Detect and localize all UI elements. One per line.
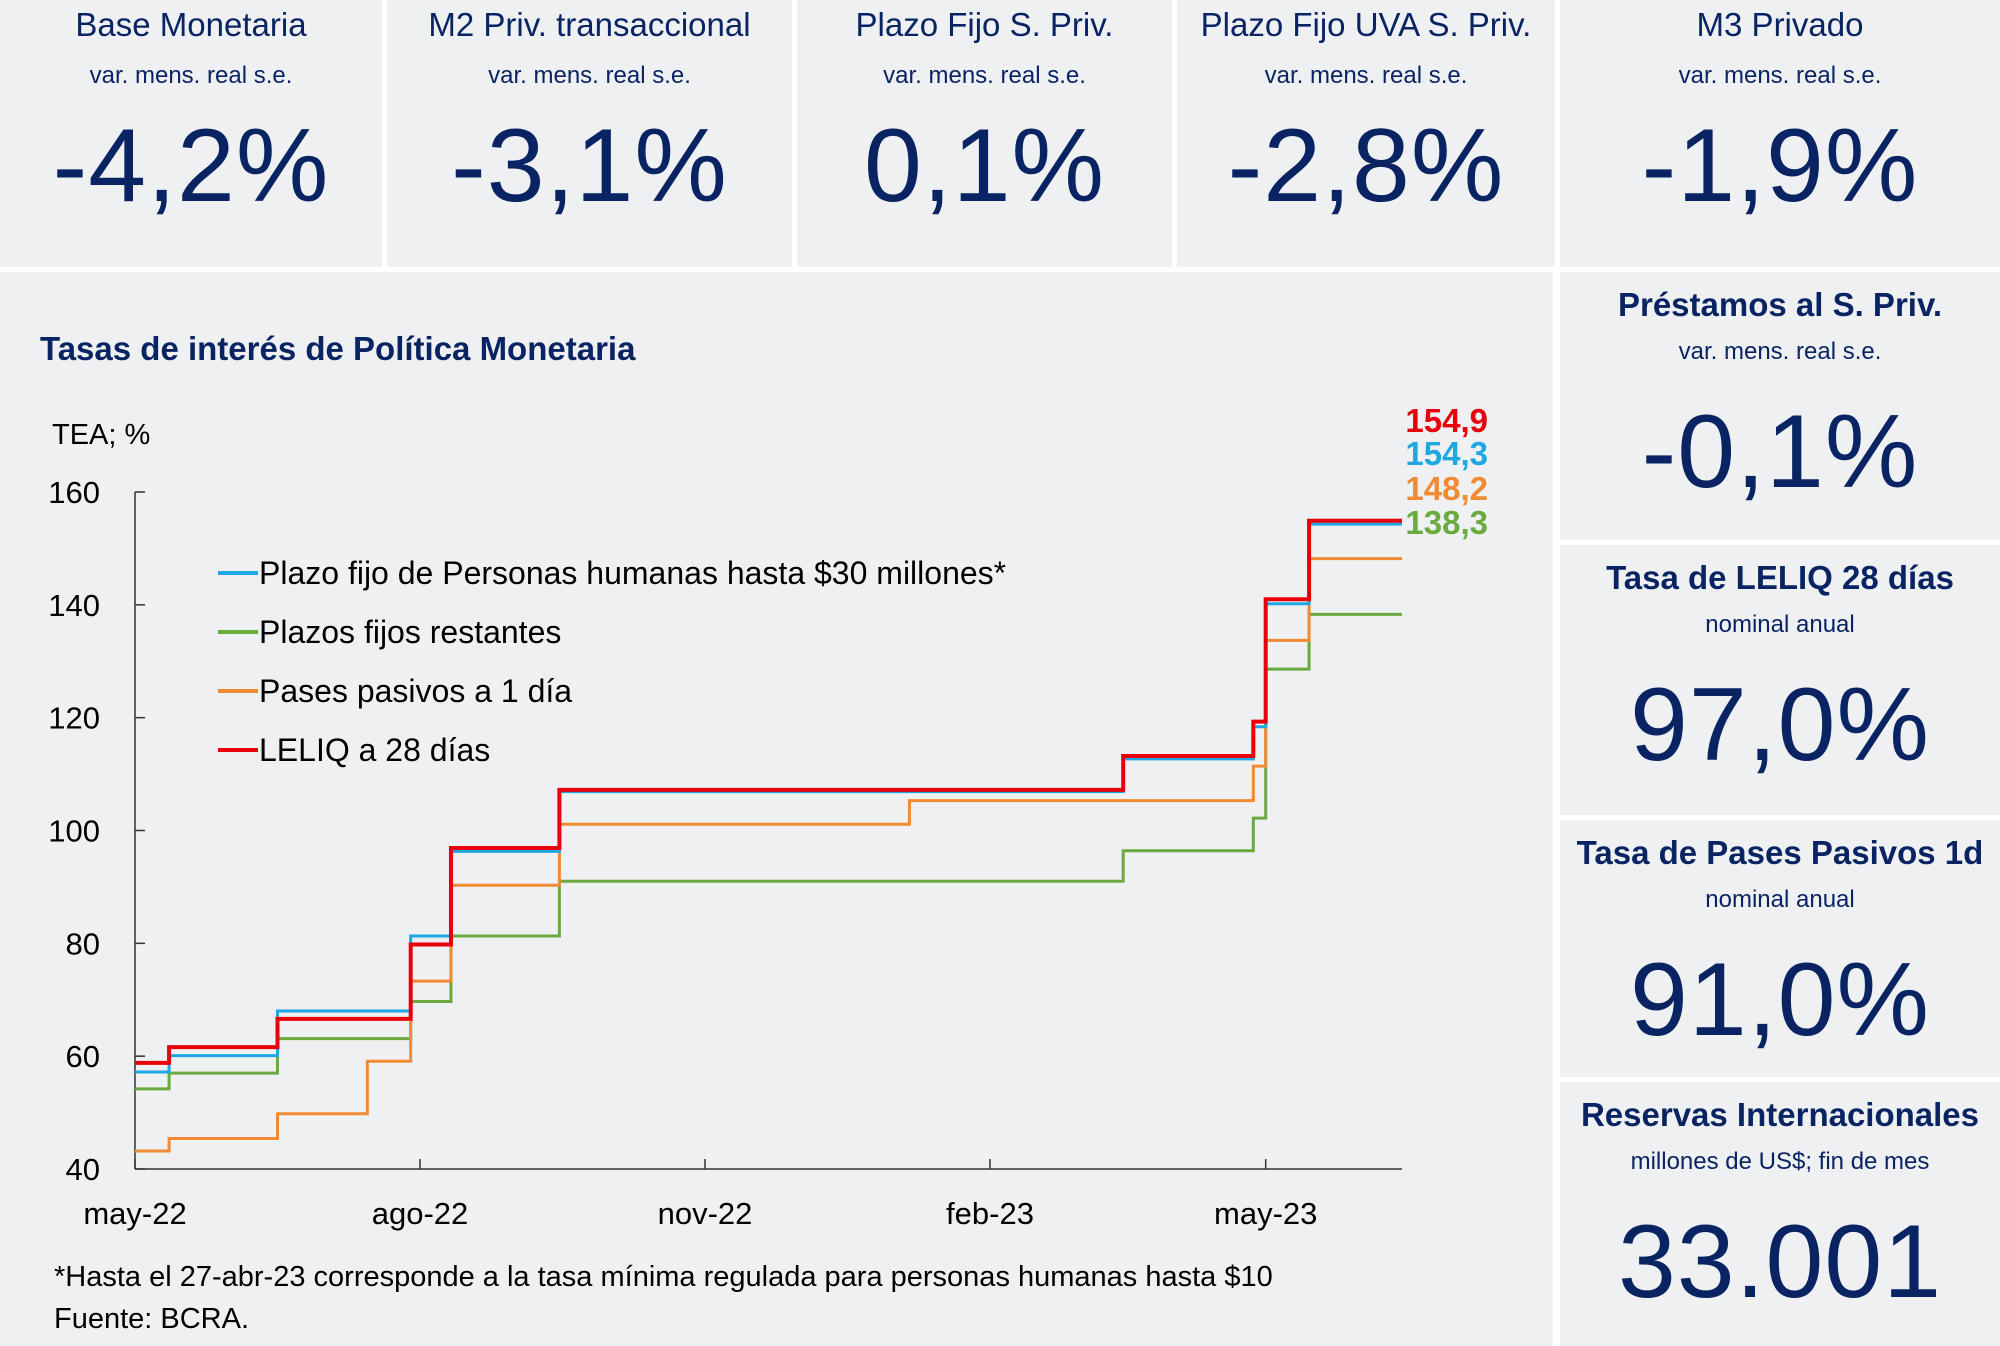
card-m2-priv: M2 Priv. transaccional var. mens. real s… xyxy=(387,0,792,267)
end-value-label: 138,3 xyxy=(1405,504,1488,541)
card-reservas: Reservas Internacionales millones de US$… xyxy=(1560,1082,2000,1346)
card-plazo-fijo-uva: Plazo Fijo UVA S. Priv. var. mens. real … xyxy=(1177,0,1555,267)
card-subtitle: var. mens. real s.e. xyxy=(89,62,293,89)
x-tick-label: feb-23 xyxy=(946,1196,1034,1231)
card-title: Tasa de LELIQ 28 días xyxy=(1606,559,1954,596)
card-title: Préstamos al S. Priv. xyxy=(1617,286,1943,323)
card-title: Reservas Internacionales xyxy=(1580,1096,1980,1133)
card-plazo-fijo: Plazo Fijo S. Priv. var. mens. real s.e.… xyxy=(797,0,1172,267)
card-value: 91,0% xyxy=(1630,942,1930,1058)
card-tasa-leliq: Tasa de LELIQ 28 días nominal anual 97,0… xyxy=(1560,545,2000,815)
card-subtitle: var. mens. real s.e. xyxy=(883,62,1086,89)
card-value: -4,2% xyxy=(52,108,330,224)
card-value: 33.001 xyxy=(1617,1204,1943,1320)
source-note: Fuente: BCRA. xyxy=(54,1303,249,1335)
y-tick-label: 120 xyxy=(48,701,100,736)
y-tick-label: 100 xyxy=(48,814,100,849)
y-tick-label: 80 xyxy=(66,926,100,961)
card-subtitle: var. mens. real s.e. xyxy=(1678,62,1882,89)
legend-label: Plazos fijos restantes xyxy=(259,614,561,650)
card-value: -0,1% xyxy=(1641,394,1919,510)
y-tick-label: 60 xyxy=(66,1039,100,1074)
card-title: Plazo Fijo S. Priv. xyxy=(855,6,1114,43)
x-tick-label: may-23 xyxy=(1214,1196,1317,1231)
card-title: M3 Privado xyxy=(1696,6,1864,43)
card-value: -1,9% xyxy=(1641,108,1919,224)
chart-title: Tasas de interés de Política Monetaria xyxy=(40,330,636,367)
card-value: -2,8% xyxy=(1227,108,1505,224)
series-line-3 xyxy=(135,518,1402,1065)
y-axis-title: TEA; % xyxy=(52,419,150,451)
card-subtitle: var. mens. real s.e. xyxy=(1264,62,1468,89)
x-tick-label: may-22 xyxy=(83,1196,186,1231)
card-prestamos: Préstamos al S. Priv. var. mens. real s.… xyxy=(1560,272,2000,540)
end-value-label: 154,3 xyxy=(1405,435,1488,472)
y-tick-label: 160 xyxy=(48,475,100,510)
end-value-label: 154,9 xyxy=(1405,402,1488,439)
card-value: 97,0% xyxy=(1630,667,1930,783)
card-m3-privado: M3 Privado var. mens. real s.e. -1,9% xyxy=(1560,0,2000,267)
card-base-monetaria: Base Monetaria var. mens. real s.e. -4,2… xyxy=(0,0,382,267)
card-value: -3,1% xyxy=(451,108,728,224)
chart-panel: Tasas de interés de Política Monetaria T… xyxy=(0,272,1553,1346)
end-value-label: 148,2 xyxy=(1405,470,1488,507)
card-subtitle: nominal anual xyxy=(1705,611,1855,638)
legend-label: LELIQ a 28 días xyxy=(259,732,490,768)
card-title: Tasa de Pases Pasivos 1d xyxy=(1576,834,1984,871)
x-tick-label: ago-22 xyxy=(372,1196,469,1231)
card-subtitle: var. mens. real s.e. xyxy=(488,62,691,89)
policy-rate-chart: TEA; % 40 60 80 100 120 140 160 may-22 ago-22 nov-… xyxy=(48,402,1488,1335)
footnote: *Hasta el 27-abr-23 corresponde a la tas… xyxy=(54,1261,1273,1293)
x-tick-label: nov-22 xyxy=(658,1196,753,1231)
card-value: 0,1% xyxy=(863,108,1106,224)
series-line-0 xyxy=(135,522,1402,1074)
card-subtitle: millones de US$; fin de mes xyxy=(1630,1148,1930,1175)
card-title: Base Monetaria xyxy=(75,6,307,43)
card-title: M2 Priv. transaccional xyxy=(428,6,751,43)
card-subtitle: nominal anual xyxy=(1705,886,1855,913)
card-tasa-pases: Tasa de Pases Pasivos 1d nominal anual 9… xyxy=(1560,820,2000,1077)
legend-label: Pases pasivos a 1 día xyxy=(259,673,572,709)
legend-label: Plazo fijo de Personas humanas hasta $30… xyxy=(259,555,1006,591)
y-tick-label: 40 xyxy=(66,1152,100,1187)
card-subtitle: var. mens. real s.e. xyxy=(1678,338,1882,365)
card-title: Plazo Fijo UVA S. Priv. xyxy=(1200,6,1532,43)
y-tick-label: 140 xyxy=(48,588,100,623)
